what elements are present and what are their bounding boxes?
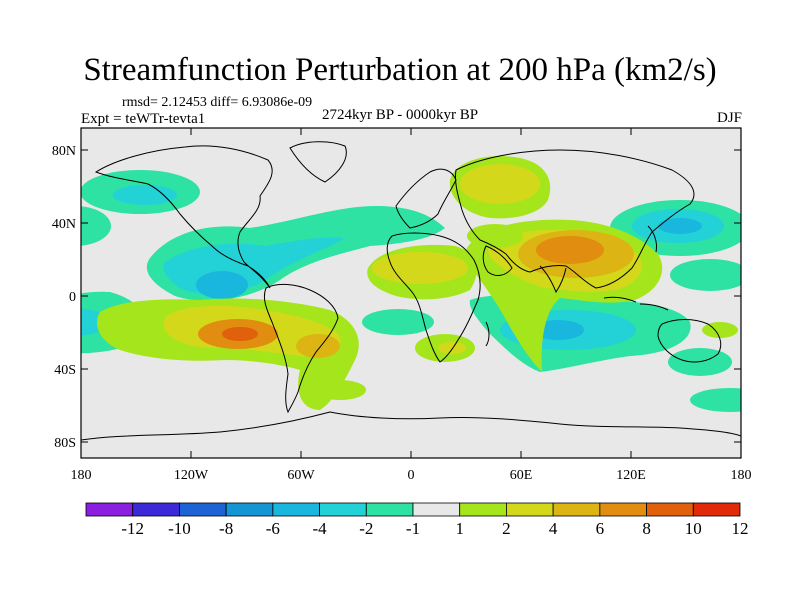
coast-south-america <box>263 283 339 414</box>
colorbar-label: 2 <box>502 519 511 538</box>
coast-antarctica <box>81 411 741 441</box>
field-south-east <box>690 388 741 412</box>
lon-label: 0 <box>408 468 415 483</box>
colorbar-label: 1 <box>455 519 464 538</box>
colorbar-swatch <box>272 502 320 517</box>
coast-europe <box>395 168 457 229</box>
coast-arabia <box>482 245 513 276</box>
field-asia-tail <box>467 224 523 248</box>
colorbar-swatch <box>365 502 414 517</box>
colorbar-label: -2 <box>359 519 373 538</box>
lon-label: 60E <box>510 468 533 483</box>
coastlines <box>81 141 741 441</box>
experiment-text: Expt = teWTr-tevta1 <box>81 111 206 127</box>
colorbar: -12 -10 -8 -6 -4 -2 -1 1 2 4 6 8 10 12 <box>85 502 749 538</box>
coast-greenland <box>289 141 347 183</box>
colorbar-swatch <box>132 502 180 517</box>
colorbar-label: -8 <box>219 519 233 538</box>
coast-india <box>539 265 567 294</box>
colorbar-label: 8 <box>642 519 651 538</box>
field-asia-peak <box>536 236 604 264</box>
season-text: DJF <box>716 110 742 126</box>
stats-text: rmsd= 2.12453 diff= 6.93086e-09 <box>122 95 313 110</box>
colorbar-swatch <box>225 502 274 517</box>
lon-label: 180 <box>731 468 752 483</box>
colorbar-swatch <box>646 502 694 517</box>
colorbar-swatch <box>599 502 647 517</box>
lat-label: 80N <box>52 144 76 159</box>
coast-eurasia <box>455 149 695 289</box>
lon-label: 180 <box>71 468 92 483</box>
colorbar-label: 4 <box>549 519 558 538</box>
coast-australia <box>657 319 722 363</box>
lon-label: 120E <box>616 468 646 483</box>
lat-labels: 80N 40N 0 40S 80S <box>52 144 76 451</box>
field-e-pacific-core <box>196 271 248 299</box>
colorbar-label: -1 <box>406 519 420 538</box>
colorbar-swatch <box>552 502 601 517</box>
coast-japan <box>647 225 657 253</box>
colorbar-swatch <box>319 502 367 517</box>
coast-africa <box>386 232 481 363</box>
field-alaska-inner <box>113 185 177 205</box>
colorbar-swatch <box>179 502 227 517</box>
colorbar-swatch <box>85 502 134 517</box>
field-s-africa-inner <box>438 342 466 354</box>
coast-madagascar <box>485 321 490 347</box>
colorbar-label: -6 <box>266 519 280 538</box>
colorbar-swatch <box>692 502 741 517</box>
field-s-atlantic-pos <box>314 380 366 400</box>
coast-north-america <box>94 145 273 289</box>
field-brazil-core <box>296 334 340 358</box>
colorbar-label: -12 <box>121 519 144 538</box>
colorbar-swatch <box>412 502 461 517</box>
plot-title: Streamfunction Perturbation at 200 hPa (… <box>83 52 717 88</box>
lat-label: 0 <box>69 290 76 305</box>
lon-label: 120W <box>174 468 209 483</box>
colorbar-swatch <box>459 502 507 517</box>
colorbar-swatch <box>506 502 554 517</box>
field-s-atlantic <box>362 309 434 335</box>
field-far-east <box>702 322 738 338</box>
axis-ticks <box>81 128 741 458</box>
colorbar-label: 6 <box>596 519 605 538</box>
field-siberia-inner <box>460 164 540 204</box>
lon-label: 60W <box>287 468 315 483</box>
field-sahara-inner <box>372 252 468 284</box>
positive-anomalies <box>96 156 738 410</box>
colorbar-label: -10 <box>168 519 191 538</box>
lat-label: 80S <box>54 436 76 451</box>
lon-labels: 180 120W 60W 0 60E 120E 180 <box>71 468 752 483</box>
lat-label: 40N <box>52 217 76 232</box>
field-w-pacific-core <box>658 218 702 234</box>
colorbar-label: 10 <box>685 519 702 538</box>
period-text: 2724kyr BP - 0000kyr BP <box>322 107 479 123</box>
field-se-pacific-peak <box>222 327 258 341</box>
field-dateline <box>81 206 111 246</box>
coast-indonesia <box>603 296 669 311</box>
field-hawaii <box>670 259 741 291</box>
colorbar-label: -4 <box>312 519 327 538</box>
colorbar-label: 12 <box>732 519 749 538</box>
lat-label: 40S <box>54 363 76 378</box>
